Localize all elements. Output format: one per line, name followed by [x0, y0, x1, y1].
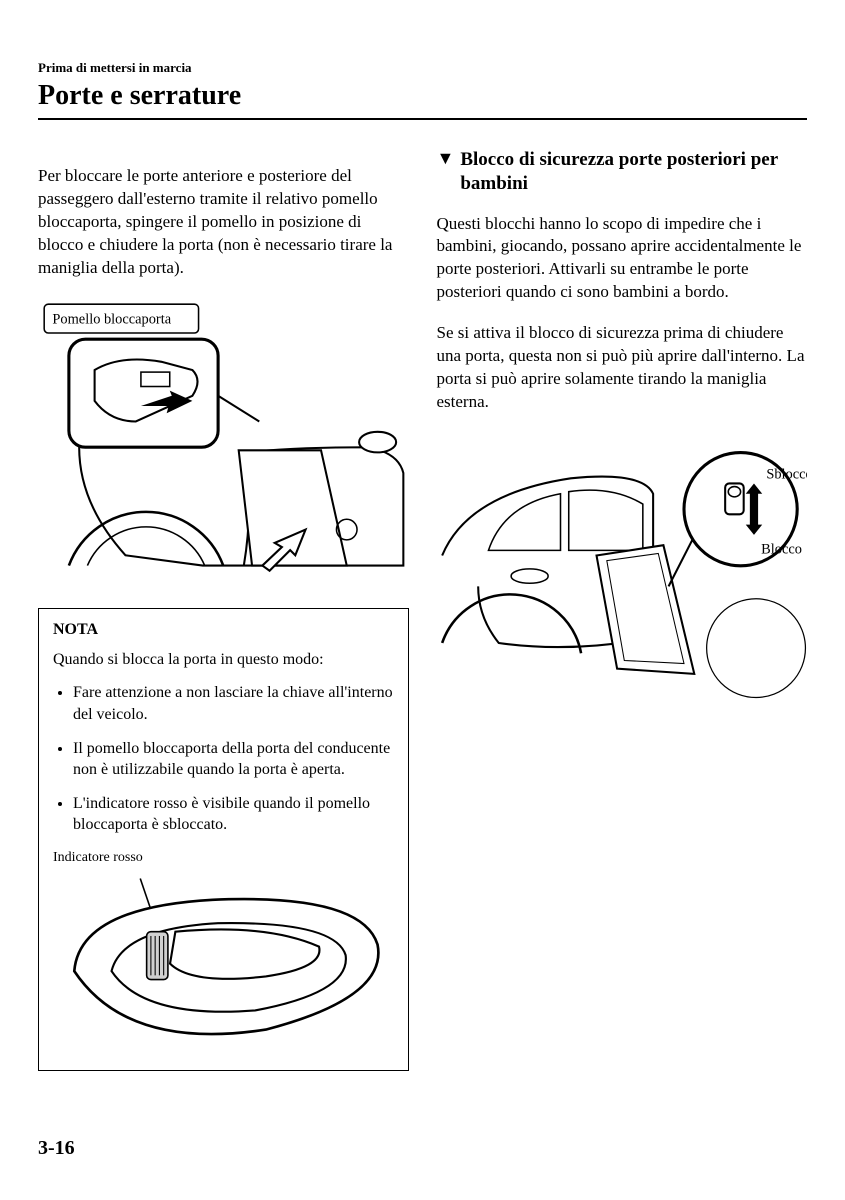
right-paragraph-2: Se si attiva il blocco di sicurezza prim… [437, 322, 808, 414]
note-item: Fare attenzione a non lasciare la chiave… [73, 682, 394, 725]
svg-text:Sblocco: Sblocco [766, 466, 807, 482]
header-rule [38, 118, 807, 120]
right-paragraph-1: Questi blocchi hanno lo scopo di impedir… [437, 213, 808, 305]
note-list: Fare attenzione a non lasciare la chiave… [53, 682, 394, 836]
right-subheading: ▼ Blocco di sicurezza porte posteriori p… [437, 148, 808, 196]
page-number: 3-16 [38, 1137, 75, 1160]
note-title: NOTA [53, 621, 394, 639]
note-item: Il pomello bloccaporta della porta del c… [73, 738, 394, 781]
left-column: Per bloccare le porte anteriore e poster… [38, 148, 409, 1071]
content-columns: Per bloccare le porte anteriore e poster… [38, 148, 807, 1071]
figure-child-safety-lock: Sblocco Blocco [437, 432, 808, 700]
svg-text:Pomello bloccaporta: Pomello bloccaporta [52, 311, 171, 327]
note-item: L'indicatore rosso è visibile quando il … [73, 793, 394, 836]
inner-handle-illustration [53, 870, 394, 1051]
child-lock-illustration: Sblocco Blocco [437, 432, 808, 700]
left-intro-text: Per bloccare le porte anteriore e poster… [38, 165, 409, 280]
right-column: ▼ Blocco di sicurezza porte posteriori p… [437, 148, 808, 1071]
chapter-label: Prima di mettersi in marcia [38, 60, 807, 76]
note-box: NOTA Quando si blocca la porta in questo… [38, 608, 409, 1071]
figure-door-lock-knob: Pomello bloccaporta [38, 298, 409, 586]
section-title: Porte e serrature [38, 80, 807, 112]
note-intro: Quando si blocca la porta in questo modo… [53, 649, 394, 671]
door-lock-knob-illustration: Pomello bloccaporta [38, 298, 409, 586]
svg-text:Blocco: Blocco [761, 541, 802, 557]
subhead-marker-icon: ▼ [437, 148, 455, 170]
note-figure-label: Indicatore rosso [53, 850, 394, 866]
subhead-text: Blocco di sicurezza porte posteriori per… [460, 148, 807, 196]
